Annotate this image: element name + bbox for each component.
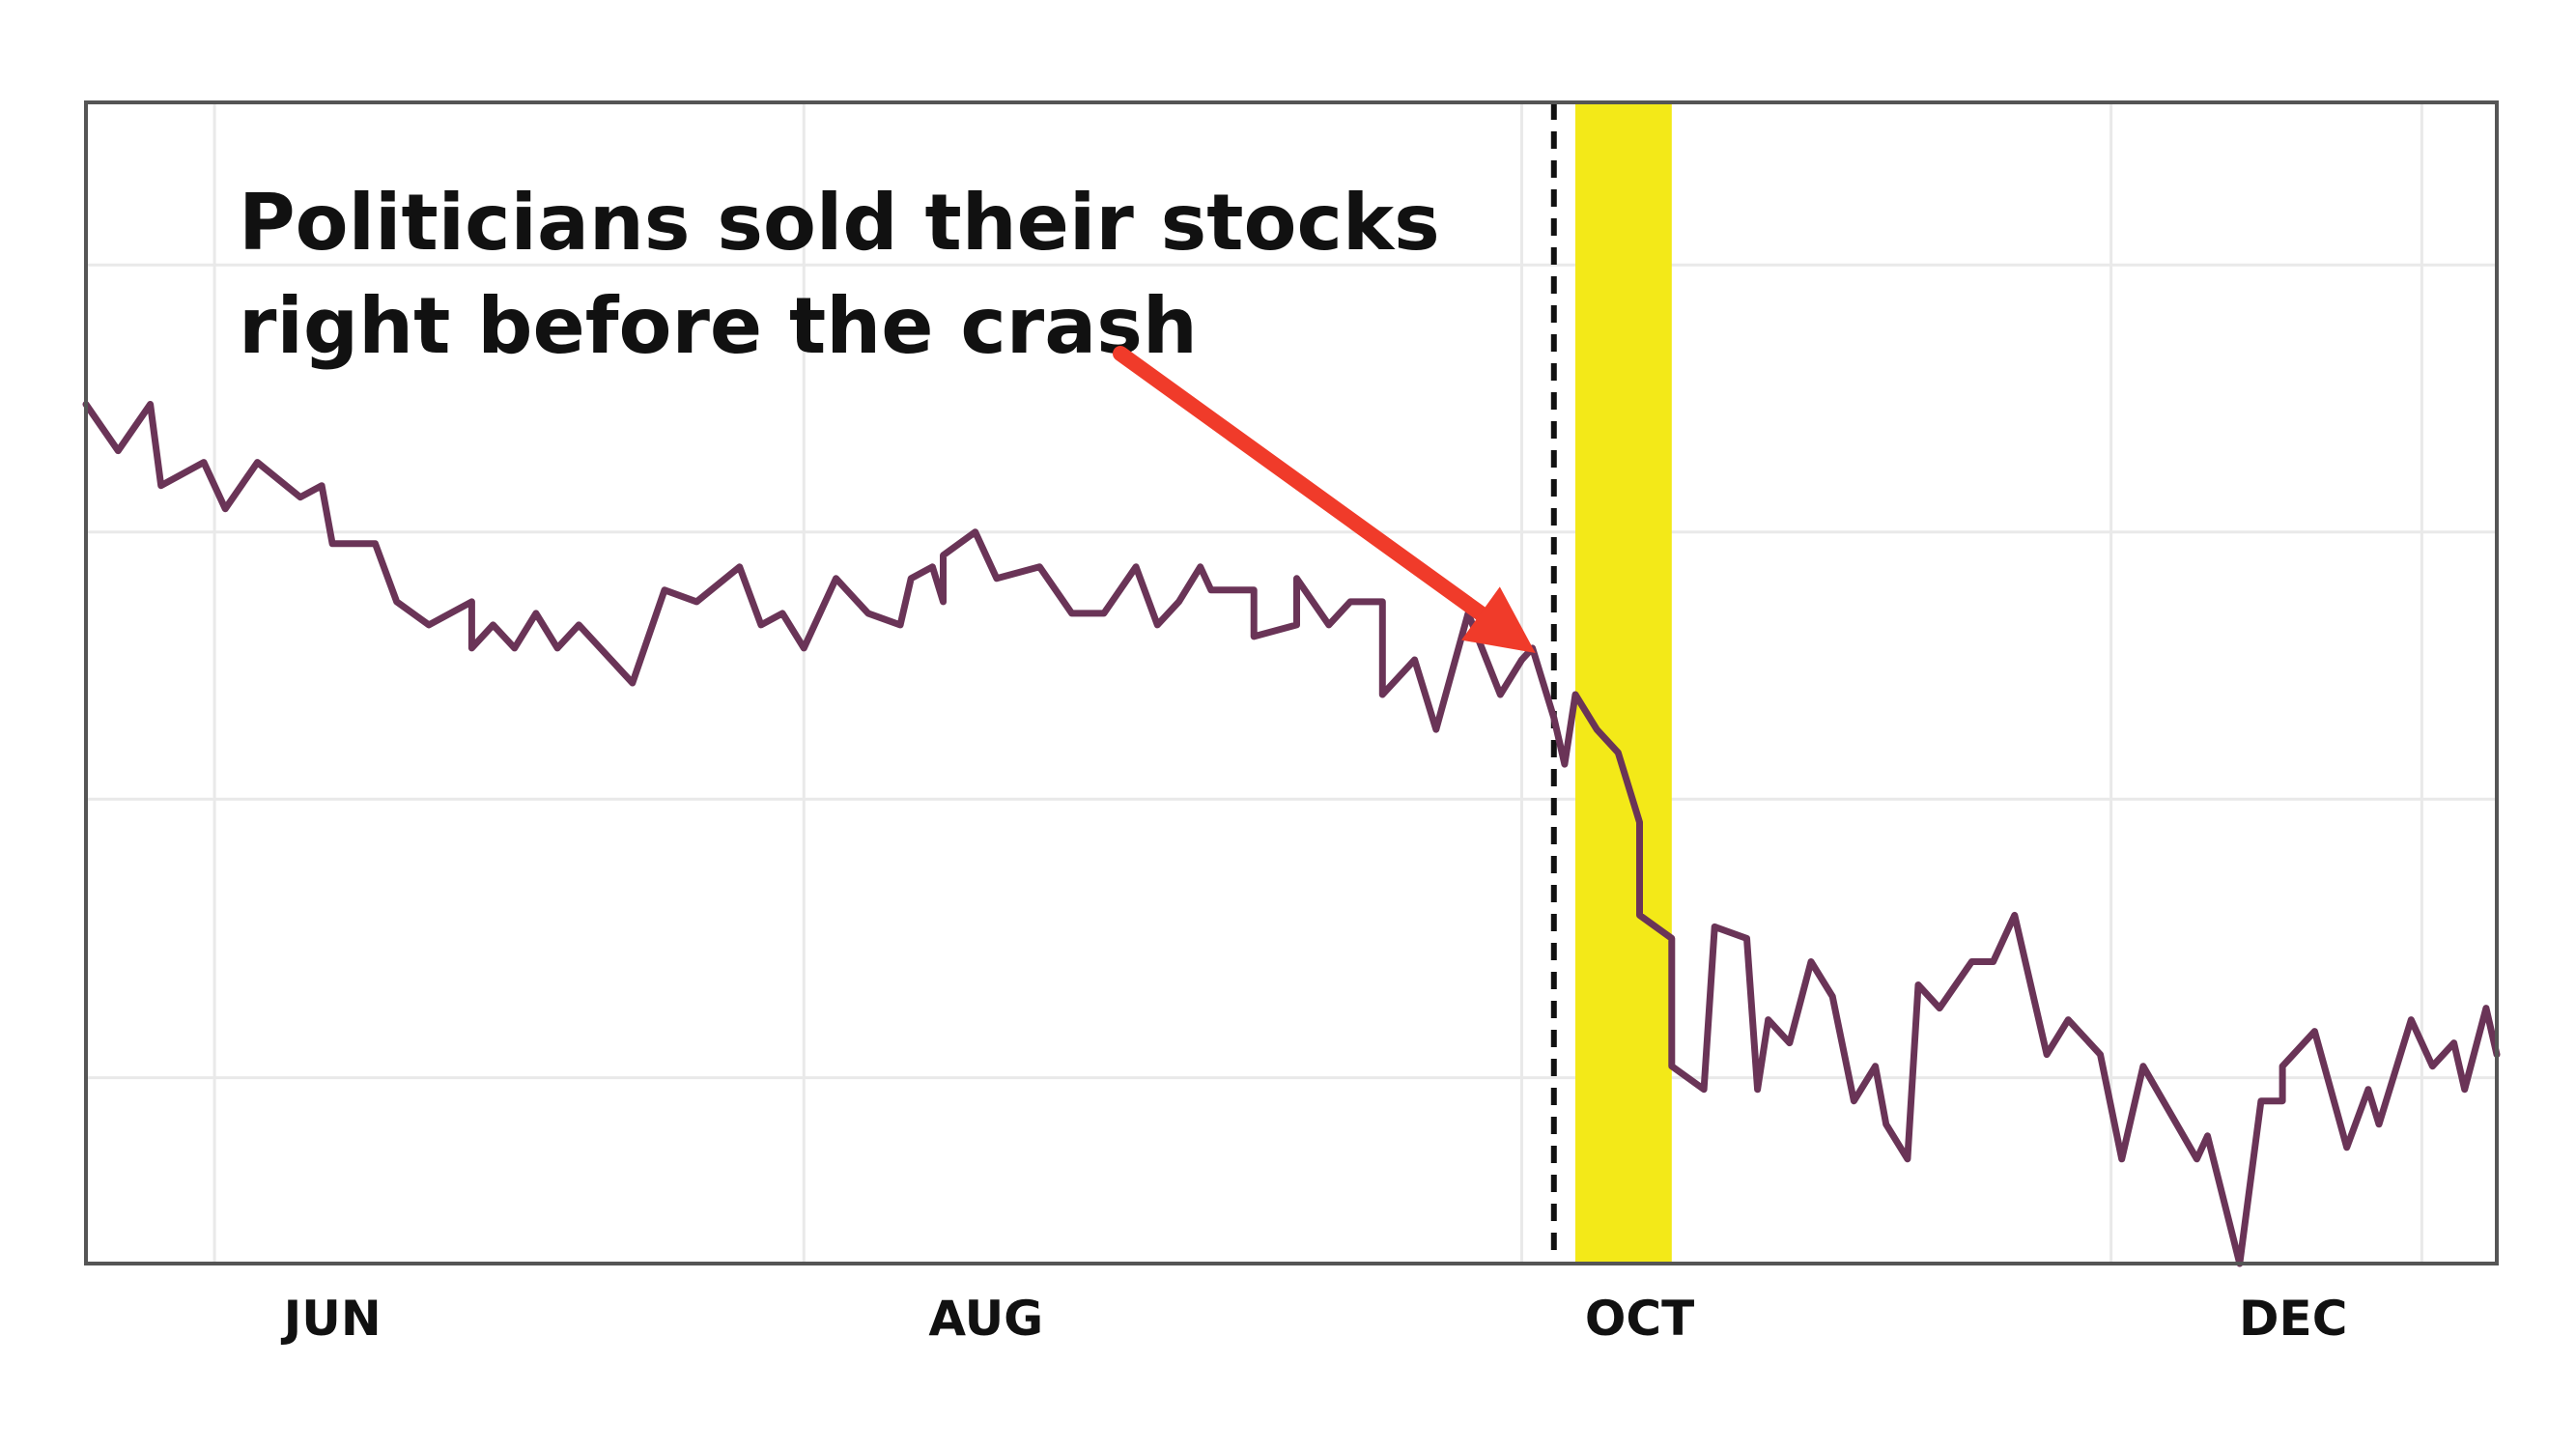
plot-border: [84, 100, 2499, 1265]
x-tick-label-oct: OCT: [1585, 1291, 1694, 1347]
highlight-band-layer: [1574, 102, 1672, 1264]
annotation-arrow-shaft: [1113, 346, 1488, 622]
x-tick-label-aug: AUG: [928, 1291, 1043, 1347]
grid-lines: [86, 102, 2497, 1264]
annotation-text-line-2: right before the crash: [239, 281, 1198, 371]
annotation: Politicians sold their stocks right befo…: [239, 178, 1536, 653]
annotation-text-line-1: Politicians sold their stocks: [239, 178, 1440, 268]
x-tick-label-dec: DEC: [2239, 1291, 2347, 1347]
annotation-arrow-head: [1461, 586, 1536, 653]
x-tick-label-jun: JUN: [281, 1291, 382, 1347]
series-layer: [82, 401, 2501, 1267]
plot-background: [86, 102, 2497, 1264]
annotation-arrow: [1113, 346, 1536, 653]
series-line-1: [82, 401, 2501, 1267]
highlight-band: [1574, 102, 1672, 1264]
axis-layer: JUN AUG OCT DEC: [84, 100, 2499, 1347]
